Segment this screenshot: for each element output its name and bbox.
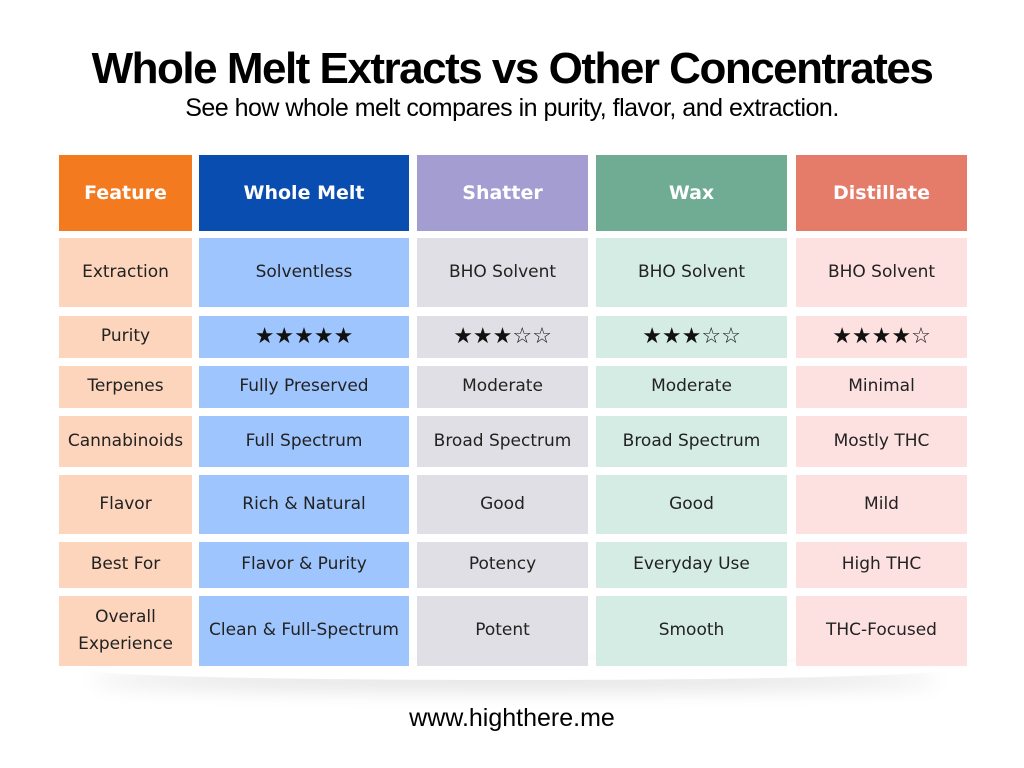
table-cell: THC-Focused xyxy=(796,596,967,666)
table-cell: ★★★★☆ xyxy=(796,316,967,358)
table-cell: Solventless xyxy=(199,238,409,307)
row-label: Flavor xyxy=(59,475,192,534)
table-cell: Minimal xyxy=(796,366,967,408)
table-cell: ★★★★★ xyxy=(199,316,409,358)
table-cell: Good xyxy=(417,475,588,534)
table-cell: ★★★☆☆ xyxy=(596,316,787,358)
table-cell: Broad Spectrum xyxy=(596,416,787,467)
table-cell: Everyday Use xyxy=(596,542,787,588)
table-cell: BHO Solvent xyxy=(796,238,967,307)
column-header: Whole Melt xyxy=(199,155,409,231)
subtitle: See how whole melt compares in purity, f… xyxy=(185,94,839,122)
table-cell: BHO Solvent xyxy=(596,238,787,307)
table-cell: High THC xyxy=(796,542,967,588)
table-cell: Potent xyxy=(417,596,588,666)
footer-url: www.highthere.me xyxy=(409,704,615,732)
table-cell: Mild xyxy=(796,475,967,534)
row-label: Terpenes xyxy=(59,366,192,408)
table-cell: Rich & Natural xyxy=(199,475,409,534)
table-cell: Moderate xyxy=(596,366,787,408)
table-cell: Clean & Full-Spectrum xyxy=(199,596,409,666)
column-header: Shatter xyxy=(417,155,588,231)
title: Whole Melt Extracts vs Other Concentrate… xyxy=(91,44,934,93)
table-cell: Smooth xyxy=(596,596,787,666)
row-label: Overall Experience xyxy=(59,596,192,666)
table-cell: Full Spectrum xyxy=(199,416,409,467)
column-header: Feature xyxy=(59,155,192,231)
table-cell: Moderate xyxy=(417,366,588,408)
table-cell: Potency xyxy=(417,542,588,588)
row-label: Extraction xyxy=(59,238,192,307)
row-label: Purity xyxy=(59,316,192,358)
table-cell: ★★★☆☆ xyxy=(417,316,588,358)
table-cell: Fully Preserved xyxy=(199,366,409,408)
table-cell: BHO Solvent xyxy=(417,238,588,307)
table-cell: Flavor & Purity xyxy=(199,542,409,588)
table-cell: Good xyxy=(596,475,787,534)
column-header: Wax xyxy=(596,155,787,231)
column-header: Distillate xyxy=(796,155,967,231)
table-cell: Mostly THC xyxy=(796,416,967,467)
row-label: Cannabinoids xyxy=(59,416,192,467)
table-cell: Broad Spectrum xyxy=(417,416,588,467)
row-label: Best For xyxy=(59,542,192,588)
